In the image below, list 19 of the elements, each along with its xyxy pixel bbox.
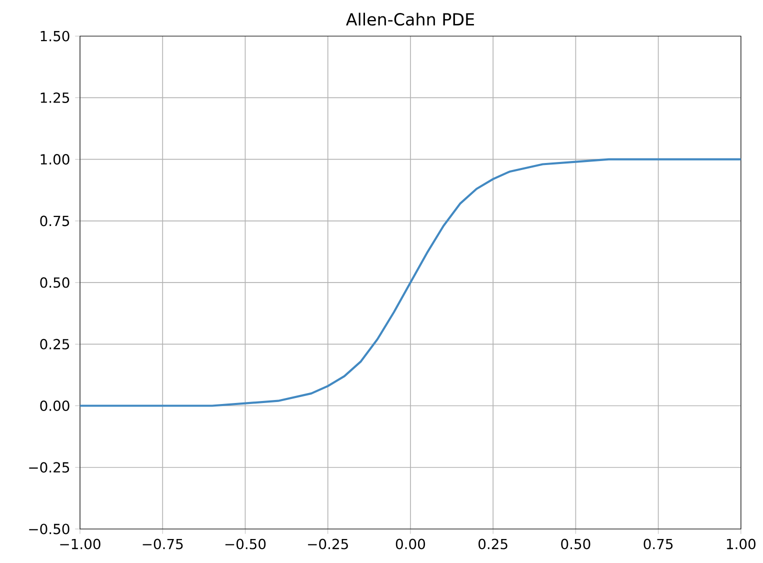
y-tick-label: 1.00 (40, 154, 70, 165)
x-tick-label: −0.75 (142, 538, 183, 550)
x-tick-label: 0.50 (561, 538, 590, 550)
y-tick-label: 0.00 (40, 400, 70, 412)
y-tick-label: 1.50 (40, 30, 70, 42)
y-tick-label: 1.25 (40, 92, 70, 103)
x-tick-label: 1.00 (726, 538, 756, 550)
x-tick-label: −0.25 (308, 538, 348, 550)
x-tick-label: 0.25 (478, 538, 508, 550)
y-tick-label: 0.75 (40, 216, 70, 226)
x-tick-label: −1.00 (60, 538, 100, 550)
x-tick-label: 0.75 (644, 538, 673, 550)
y-tick-label: −0.50 (29, 524, 70, 534)
chart-title: Allen-Cahn PDE (346, 12, 474, 26)
y-tick-label: −0.25 (29, 462, 70, 473)
y-tick-label: 0.25 (40, 338, 70, 350)
x-tick-label: −0.50 (225, 538, 266, 550)
x-tick-label: 0.00 (396, 538, 426, 550)
y-tick-label: 0.50 (40, 277, 70, 288)
